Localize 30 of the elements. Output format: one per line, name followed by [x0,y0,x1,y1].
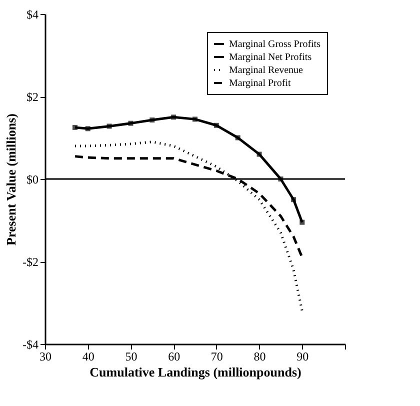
point [214,122,219,128]
y-tick-label: $4 [26,8,38,22]
point [128,120,134,126]
x-tick-label: 60 [168,350,180,364]
legend-label: Marginal Gross Profits [229,39,321,50]
x-axis-title: Cumulative Landings (millionpounds) [90,364,302,380]
x-tick-label: 40 [82,350,94,364]
legend-label: Marginal Revenue [229,65,304,76]
point [106,124,112,129]
x-tick-label: 30 [40,350,52,364]
point [150,118,155,123]
y-tick-label: $2 [26,90,38,104]
point [291,197,296,202]
legend-label: Marginal Profit [229,78,291,89]
point [171,114,176,120]
point [85,126,90,132]
legend-label: Marginal Net Profits [229,52,312,63]
y-tick-label: -$4 [22,338,38,352]
x-tick-label: 80 [254,350,266,364]
x-tick-label: 70 [210,350,223,364]
point [72,124,78,130]
point [192,116,198,122]
point [235,135,240,140]
point [300,220,305,225]
y-axis-title: Present Value (millions) [4,114,19,246]
point [256,152,262,157]
x-tick-label: 90 [296,350,309,364]
y-tick-label: -$2 [22,255,38,269]
y-tick-label: $0 [26,172,38,186]
x-tick-label: 50 [125,350,138,364]
